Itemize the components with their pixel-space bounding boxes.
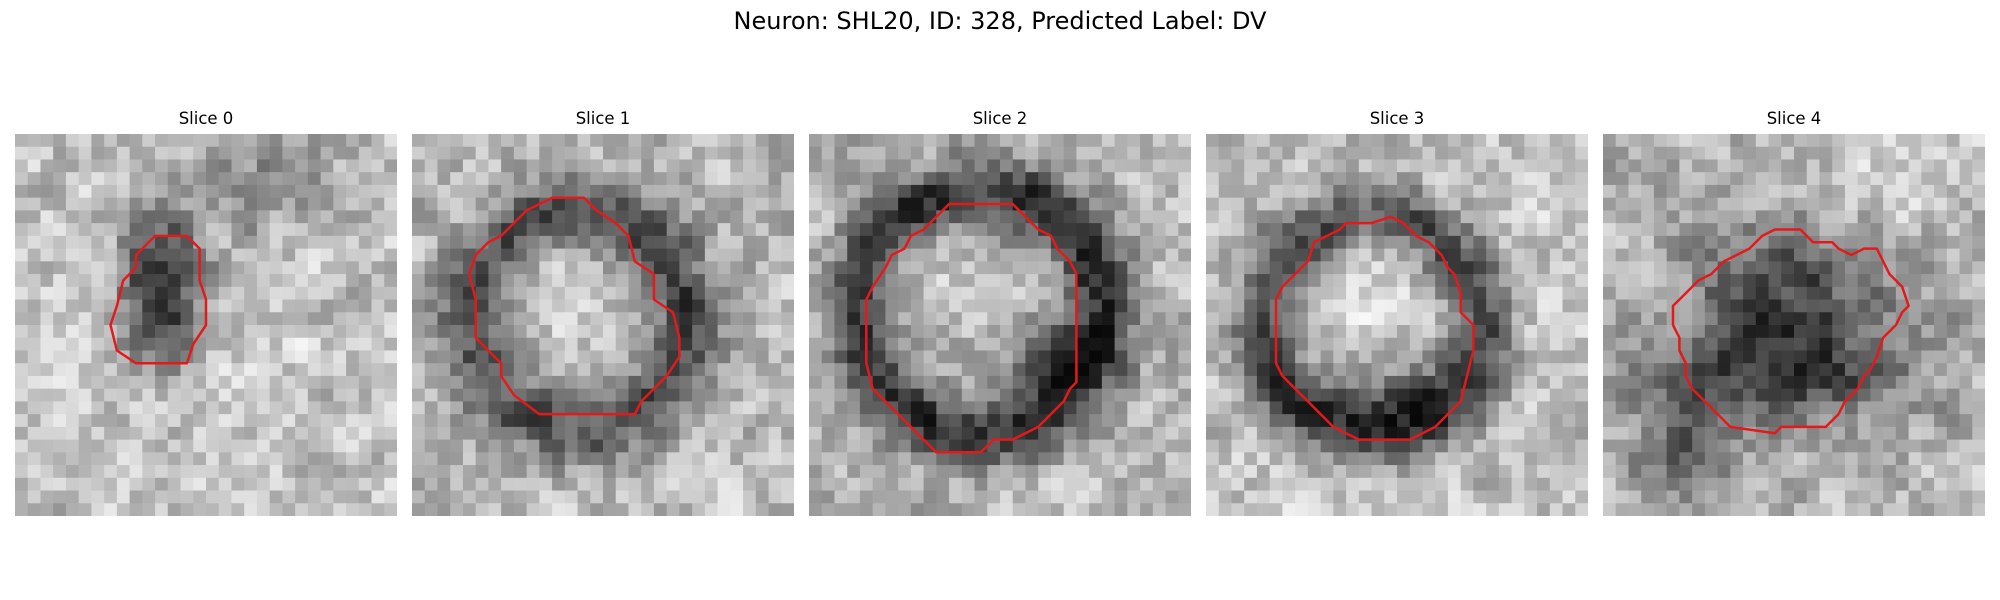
panel-title-slice-0: Slice 0 xyxy=(178,109,234,128)
slice-pixel-grid xyxy=(412,134,794,516)
slice-pixel-grid xyxy=(1603,134,1985,516)
figure-title: Neuron: SHL20, ID: 328, Predicted Label:… xyxy=(733,7,1267,35)
slice-pixel-grid xyxy=(15,134,397,516)
slice-image-4 xyxy=(1603,134,1985,516)
roi-contour xyxy=(865,202,1078,454)
roi-contour xyxy=(1274,215,1475,441)
slice-pixel-grid xyxy=(809,134,1191,516)
slice-image-2 xyxy=(809,134,1191,516)
panel-title-slice-4: Slice 4 xyxy=(1766,109,1822,128)
roi-contour xyxy=(109,234,208,365)
panel-title-slice-2: Slice 2 xyxy=(972,109,1028,128)
slice-image-0 xyxy=(15,134,397,516)
slice-image-1 xyxy=(412,134,794,516)
roi-contour xyxy=(1671,228,1910,435)
panel-title-slice-1: Slice 1 xyxy=(575,109,631,128)
panel-title-slice-3: Slice 3 xyxy=(1369,109,1425,128)
slice-pixel-grid xyxy=(1206,134,1588,516)
slice-image-3 xyxy=(1206,134,1588,516)
roi-contour xyxy=(468,196,681,416)
